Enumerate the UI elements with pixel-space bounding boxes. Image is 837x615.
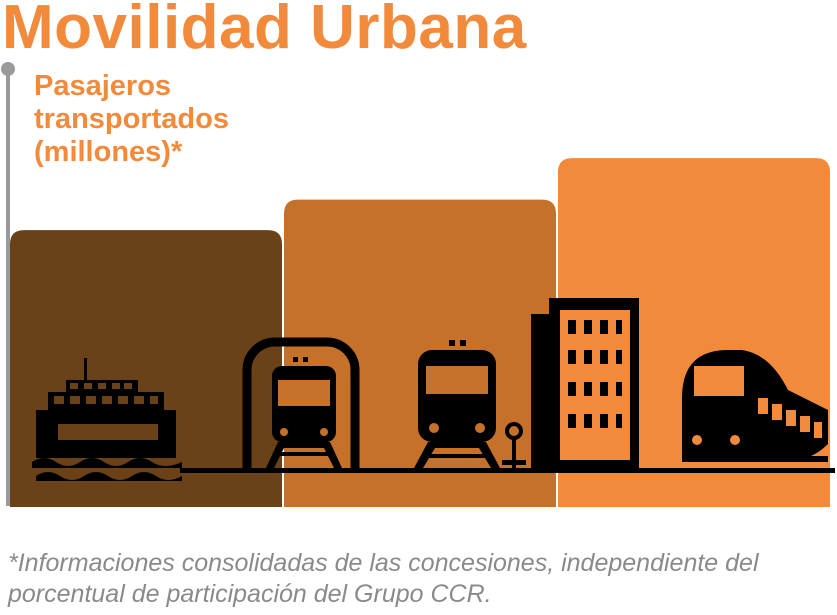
y-axis-dot bbox=[1, 62, 15, 76]
signal-icon bbox=[502, 422, 526, 468]
building-icon bbox=[531, 298, 639, 470]
chart-title: Movilidad Urbana bbox=[2, 0, 527, 62]
ground-line bbox=[180, 468, 835, 473]
metro-tunnel-icon bbox=[242, 337, 360, 470]
high-speed-train-icon bbox=[682, 350, 828, 462]
y-axis-line bbox=[6, 70, 10, 506]
y-axis-label: Pasajeros transportados (millones)* bbox=[34, 70, 229, 168]
footnote: *Informaciones consolidadas de las conce… bbox=[8, 549, 759, 608]
train-front-icon bbox=[414, 340, 500, 468]
ferry-icon bbox=[32, 358, 182, 481]
